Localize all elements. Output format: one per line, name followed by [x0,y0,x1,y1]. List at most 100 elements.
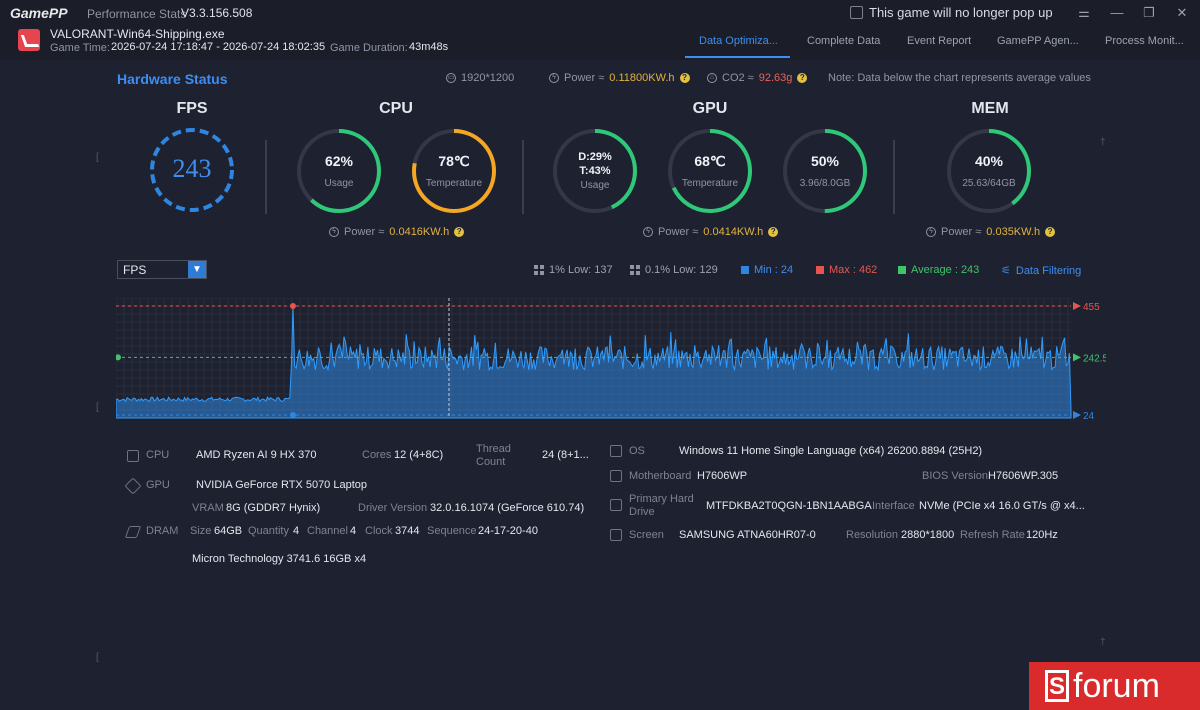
help-icon[interactable]: ? [679,73,690,83]
session-header: VALORANT-Win64-Shipping.exe Game Time: 2… [0,26,1200,60]
power-label: Power ≈ [941,226,982,238]
drive-value: MTFDKBA2T0QGN-1BN1AABGA [706,500,872,512]
metric-dropdown-value: FPS [123,263,147,277]
fps-gauge [150,128,234,212]
tab-process-monitor[interactable]: Process Monit... [1105,35,1184,47]
min-arrow [1073,411,1081,419]
min-swatch [741,266,749,274]
restore-button[interactable]: ❐ [1143,5,1155,20]
active-tab-indicator [685,56,790,58]
cpu-temp-label: Temperature [425,178,483,189]
tab-data-optimization[interactable]: Data Optimiza... [699,35,778,47]
avg-value: Average : 243 [911,264,980,276]
side-marker: † [1100,137,1106,148]
avg-label: 242.5 [1083,353,1106,364]
os-label: OS [629,445,645,457]
gpu-memory-value: 50% [810,153,840,169]
cpu-power-value: 0.0416KW.h [389,226,450,238]
avg-legend: Average : 243 [898,264,979,276]
help-icon[interactable]: ? [454,227,465,237]
tab-complete-data[interactable]: Complete Data [807,35,881,47]
bios-label: BIOS Version [922,470,989,482]
gauge-fill [783,129,867,213]
tab-gamepp-agent[interactable]: GamePP Agen... [997,35,1079,47]
max-label: 455 [1083,302,1100,313]
fps-chart[interactable]: 455 242.5 24 [116,298,1106,428]
cpu-temp-ring [412,129,496,213]
max-legend: Max : 462 [816,264,877,276]
gauge-fill [553,129,637,213]
help-icon[interactable]: ? [1045,227,1056,237]
cpu-label: CPU [146,449,170,461]
gpu-usage-label: Usage [580,180,610,191]
chevron-down-icon[interactable]: ▼ [188,261,206,278]
thread-label-2: Count [476,456,506,468]
gpu-usage-ring [553,129,637,213]
gpu-usage-t-value: T:43% [579,165,611,177]
gauge-fill [947,129,1031,213]
game-duration-label: Game Duration: [330,42,408,54]
metric-dropdown[interactable]: FPS ▼ [117,260,207,279]
gpu-power-value: 0.0414KW.h [703,226,764,238]
min-legend: Min : 24 [741,264,793,276]
threads-value: 24 (8+1... [542,449,589,461]
cpu-section-title: CPU [379,100,413,117]
resolution-detail-value: 2880*1800 [901,529,955,541]
min-point [289,412,296,418]
cpu-name: AMD Ryzen AI 9 HX 370 [196,449,317,461]
avg-arrow [1073,353,1081,362]
gpu-card-icon [124,477,142,495]
note-text: Note: Data below the chart represents av… [828,72,1091,84]
settings-icon[interactable]: ⚌ [1078,5,1090,20]
cpu-power: ϟ Power ≈ 0.0416KW.h ? [329,226,465,238]
max-swatch [816,266,824,274]
interface-label: Interface [872,500,915,512]
total-power-info: ϟ Power ≈ 0.11800KW.h ? [549,72,690,84]
screen-icon [610,529,622,541]
help-icon[interactable]: ? [768,227,779,237]
gpu-temp-value: 68℃ [694,153,726,169]
gpu-memory-ring [783,129,867,213]
co2-info: ⌂ CO2 ≈ 92.63g ? [707,72,808,84]
data-filtering-button[interactable]: ⚟ Data Filtering [1001,264,1081,278]
gpu-memory-label: 3.96/8.0GB [799,178,851,189]
cpu-usage-value: 62% [324,153,354,169]
drive-icon [610,499,622,511]
exe-name: VALORANT-Win64-Shipping.exe [50,27,225,41]
cpu-usage-label: Usage [324,178,354,189]
quantity-value: 4 [293,525,300,537]
filter-icon: ⚟ [1001,265,1011,277]
title-bar: GamePP Performance Stats V3.3.156.508 Th… [0,0,1200,26]
tab-event-report[interactable]: Event Report [907,35,972,47]
gpu-power: ϟ Power ≈ 0.0414KW.h ? [643,226,779,238]
sforum-logo-text: forum [1073,667,1160,705]
gpu-label: GPU [146,479,170,491]
resolution-info: ▭ 1920*1200 [446,72,514,84]
close-button[interactable]: ✕ [1176,5,1188,20]
popup-checkbox[interactable] [850,6,863,19]
driver-label: Driver Version [358,502,428,514]
sforum-logo-s: S [1045,670,1069,702]
power-label: Power ≈ [344,226,385,238]
vram-label: VRAM [192,502,224,514]
thread-label: Thread [476,443,511,455]
side-marker: [ [96,652,99,663]
min-label: 24 [1083,411,1095,422]
help-icon[interactable]: ? [797,73,808,83]
co2-label: CO2 ≈ [722,72,754,84]
motherboard-icon [610,470,622,482]
lightning-icon: ϟ [643,227,653,237]
power-label: Power ≈ [564,72,605,84]
fps-section-title: FPS [176,100,208,117]
low1-value: 1% Low: 137 [549,264,613,276]
game-duration-value: 43m48s [409,41,449,53]
minimize-button[interactable]: — [1110,5,1124,20]
lightning-icon: ϟ [329,227,339,237]
popup-checkbox-label[interactable]: This game will no longer pop up [869,5,1053,20]
side-marker: † [1100,637,1106,648]
refresh-value: 120Hz [1026,529,1058,541]
valorant-icon [18,29,40,51]
max-value: Max : 462 [829,264,878,276]
mem-label: 25.63/64GB [962,178,1016,189]
mem-ring [947,129,1031,213]
